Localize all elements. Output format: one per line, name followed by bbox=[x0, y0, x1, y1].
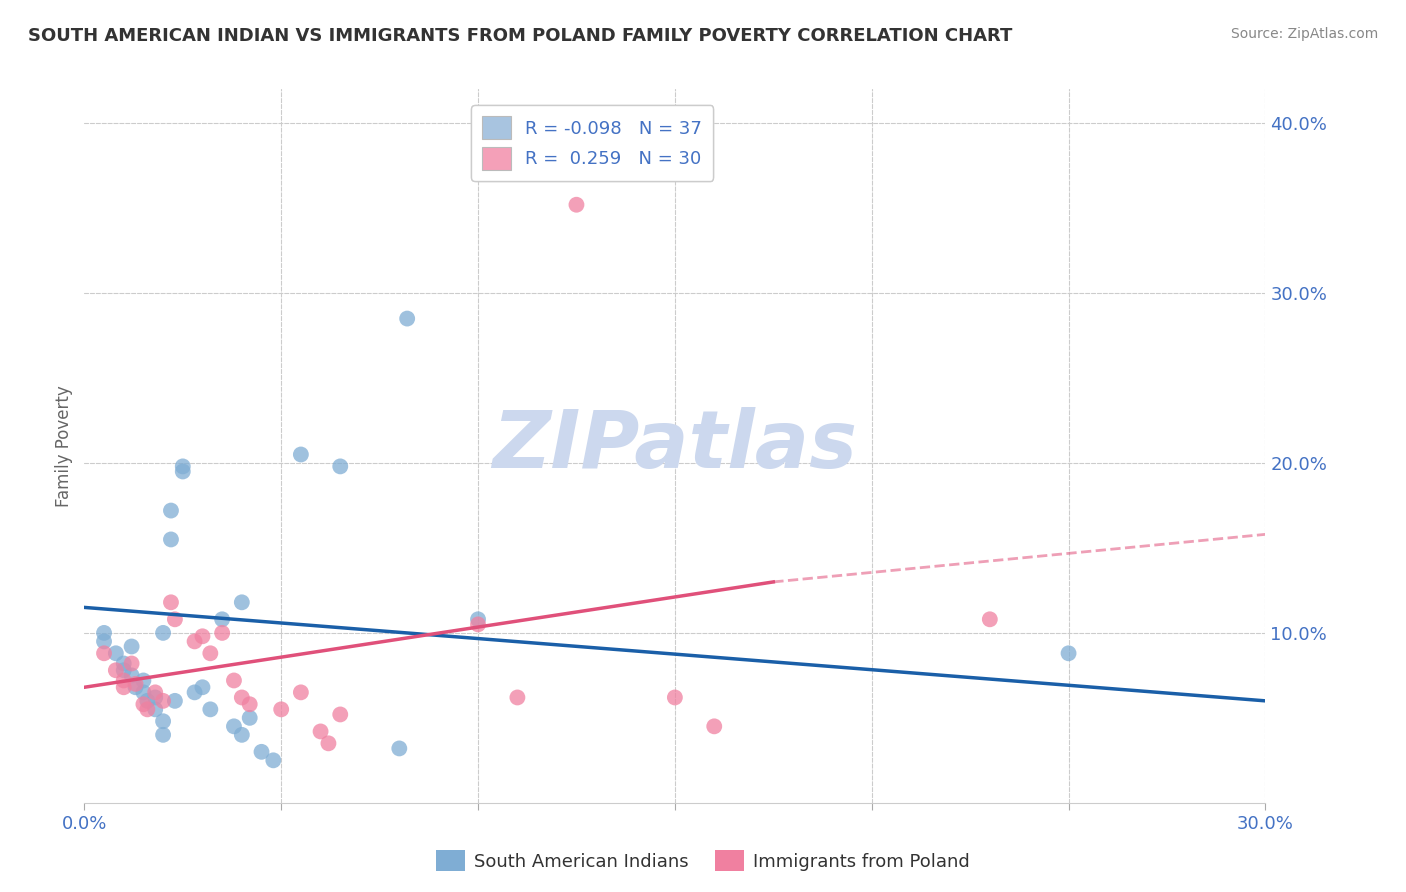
Point bbox=[112, 657, 135, 671]
Point bbox=[121, 668, 143, 682]
Point bbox=[211, 612, 233, 626]
Point bbox=[183, 685, 205, 699]
Point bbox=[160, 503, 183, 517]
Point bbox=[239, 711, 262, 725]
Point bbox=[1057, 646, 1080, 660]
Point bbox=[191, 629, 214, 643]
Point bbox=[396, 311, 419, 326]
Point bbox=[93, 626, 115, 640]
Text: Source: ZipAtlas.com: Source: ZipAtlas.com bbox=[1230, 27, 1378, 41]
Point bbox=[290, 685, 312, 699]
Point bbox=[112, 680, 135, 694]
Point bbox=[262, 753, 284, 767]
Point bbox=[467, 612, 489, 626]
Point bbox=[143, 702, 166, 716]
Point bbox=[388, 741, 411, 756]
Point bbox=[309, 724, 332, 739]
Point bbox=[136, 694, 159, 708]
Point bbox=[467, 617, 489, 632]
Legend: South American Indians, Immigrants from Poland: South American Indians, Immigrants from … bbox=[429, 843, 977, 879]
Point bbox=[152, 694, 174, 708]
Point bbox=[270, 702, 292, 716]
Legend: R = -0.098   N = 37, R =  0.259   N = 30: R = -0.098 N = 37, R = 0.259 N = 30 bbox=[471, 105, 713, 181]
Y-axis label: Family Poverty: Family Poverty bbox=[55, 385, 73, 507]
Point bbox=[191, 680, 214, 694]
Point bbox=[93, 646, 115, 660]
Point bbox=[112, 663, 135, 677]
Point bbox=[160, 595, 183, 609]
Point bbox=[112, 673, 135, 688]
Point bbox=[239, 698, 262, 712]
Point bbox=[183, 634, 205, 648]
Point bbox=[329, 707, 352, 722]
Point bbox=[290, 448, 312, 462]
Point bbox=[124, 677, 146, 691]
Point bbox=[152, 714, 174, 729]
Point bbox=[506, 690, 529, 705]
Point bbox=[172, 465, 194, 479]
Point bbox=[318, 736, 340, 750]
Point bbox=[250, 745, 273, 759]
Point bbox=[132, 698, 155, 712]
Point bbox=[163, 612, 186, 626]
Point bbox=[104, 663, 127, 677]
Point bbox=[979, 612, 1001, 626]
Point bbox=[222, 673, 245, 688]
Text: SOUTH AMERICAN INDIAN VS IMMIGRANTS FROM POLAND FAMILY POVERTY CORRELATION CHART: SOUTH AMERICAN INDIAN VS IMMIGRANTS FROM… bbox=[28, 27, 1012, 45]
Point bbox=[231, 595, 253, 609]
Point bbox=[200, 702, 222, 716]
Point bbox=[160, 533, 183, 547]
Point bbox=[104, 646, 127, 660]
Point bbox=[121, 640, 143, 654]
Point bbox=[163, 694, 186, 708]
Point bbox=[152, 728, 174, 742]
Point bbox=[143, 685, 166, 699]
Point bbox=[200, 646, 222, 660]
Point bbox=[172, 459, 194, 474]
Point bbox=[124, 680, 146, 694]
Point bbox=[152, 626, 174, 640]
Point bbox=[136, 702, 159, 716]
Point bbox=[231, 728, 253, 742]
Point bbox=[664, 690, 686, 705]
Point bbox=[222, 719, 245, 733]
Point bbox=[211, 626, 233, 640]
Point bbox=[565, 198, 588, 212]
Point bbox=[121, 657, 143, 671]
Point bbox=[143, 690, 166, 705]
Point bbox=[329, 459, 352, 474]
Point bbox=[231, 690, 253, 705]
Point bbox=[703, 719, 725, 733]
Point bbox=[132, 685, 155, 699]
Point bbox=[93, 634, 115, 648]
Point bbox=[132, 673, 155, 688]
Text: ZIPatlas: ZIPatlas bbox=[492, 407, 858, 485]
